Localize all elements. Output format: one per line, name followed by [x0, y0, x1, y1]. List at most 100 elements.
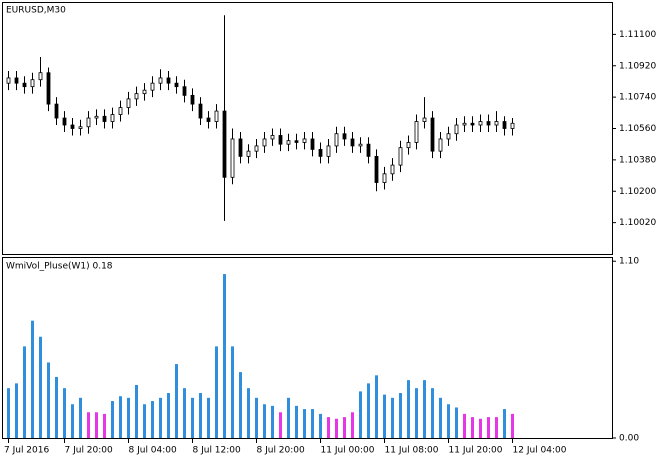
candle-body: [326, 145, 331, 157]
candle-body: [390, 164, 395, 175]
volume-bar: [191, 397, 194, 438]
volume-bar: [511, 413, 514, 438]
candle-body: [126, 98, 131, 108]
volume-bar: [407, 380, 410, 438]
volume-bar: [319, 413, 322, 438]
y-tick-label: 1.10020: [619, 218, 656, 228]
x-tick-label: 7 Jul 20:00: [65, 446, 114, 456]
candle-body: [382, 173, 387, 183]
x-tick-label: 7 Jul 2016: [4, 446, 49, 456]
y-tick-label: 1.10200: [619, 187, 656, 197]
x-tick-label: 12 Jul 04:00: [513, 446, 567, 456]
candle-body: [142, 89, 147, 95]
volume-bar: [367, 383, 370, 438]
volume-bar: [279, 412, 282, 438]
candle-body: [318, 149, 323, 157]
candle-body: [166, 77, 171, 84]
candle-body: [334, 133, 339, 147]
volume-bar: [47, 362, 50, 438]
price-panel: [2, 2, 613, 255]
candle-body: [54, 103, 59, 119]
volume-bar: [391, 397, 394, 438]
candle-body: [86, 117, 91, 128]
y-tick-label: 1.10740: [619, 93, 656, 103]
candle-body: [238, 138, 243, 157]
chart-title: EURUSD,M30: [6, 6, 66, 16]
candle-body: [302, 138, 307, 143]
candle-body: [430, 117, 435, 152]
y-tick-label: 1.10380: [619, 155, 656, 165]
x-tick-label: 11 Jul 08:00: [385, 446, 439, 456]
candle-body: [422, 117, 427, 122]
volume-bar: [103, 413, 106, 438]
candle-body: [366, 143, 371, 157]
candle-body: [22, 82, 27, 88]
candle-body: [158, 77, 163, 84]
candle-body: [262, 138, 267, 147]
candle-body: [494, 121, 499, 126]
volume-bar: [431, 388, 434, 438]
candle-body: [438, 138, 443, 152]
volume-bar: [151, 401, 154, 438]
volume-bar: [23, 346, 26, 438]
volume-bar: [359, 391, 362, 438]
candle-body: [94, 115, 99, 119]
candle-body: [446, 133, 451, 140]
volume-bar: [375, 375, 378, 438]
volume-bar: [447, 404, 450, 438]
volume-bar: [127, 397, 130, 438]
x-tick-label: 11 Jul 20:00: [449, 446, 503, 456]
candle-body: [350, 138, 355, 147]
x-tick-label: 8 Jul 12:00: [193, 446, 242, 456]
volume-bar: [335, 418, 338, 438]
volume-bar: [39, 336, 42, 438]
candle-body: [198, 103, 203, 119]
candle-body: [478, 121, 483, 126]
volume-bar: [263, 404, 266, 438]
candle-body: [222, 110, 227, 178]
candle-body: [254, 145, 259, 152]
indicator-panel: [2, 257, 613, 439]
candle-body: [270, 135, 275, 140]
candle-body: [14, 77, 19, 84]
volume-bar: [175, 364, 178, 438]
candle-body: [70, 124, 75, 129]
volume-bar: [63, 388, 66, 438]
candle-body: [118, 107, 123, 115]
candle-body: [190, 94, 195, 105]
volume-bar: [31, 320, 34, 438]
volume-bar: [7, 388, 10, 438]
candle-body: [294, 140, 299, 143]
y-tick-label: 1.10920: [619, 61, 656, 71]
candle-body: [46, 72, 51, 105]
candle-body: [38, 72, 43, 81]
y-tick-label: 1.10560: [619, 124, 656, 134]
candle-body: [502, 121, 507, 129]
volume-bar: [119, 396, 122, 438]
candle-body: [214, 110, 219, 122]
y-tick-label: 1.10: [619, 257, 639, 267]
volume-bar: [271, 405, 274, 438]
volume-bar: [247, 388, 250, 438]
volume-bar: [183, 388, 186, 438]
volume-bar: [215, 346, 218, 438]
volume-bar: [295, 405, 298, 438]
candle-body: [6, 77, 11, 84]
volume-bar: [351, 412, 354, 438]
x-tick-label: 8 Jul 04:00: [129, 446, 178, 456]
candle-body: [462, 122, 467, 126]
y-tick-label: 0.00: [619, 434, 639, 444]
volume-bar: [55, 376, 58, 438]
volume-bar: [439, 397, 442, 438]
volume-bar: [503, 409, 506, 438]
candle-body: [174, 82, 179, 88]
volume-bar: [239, 372, 242, 438]
volume-bar: [495, 417, 498, 438]
volume-bar: [167, 393, 170, 438]
volume-bar: [423, 380, 426, 438]
volume-bar: [79, 397, 82, 438]
volume-bar: [207, 397, 210, 438]
volume-bar: [199, 393, 202, 438]
x-tick-label: 11 Jul 00:00: [321, 446, 375, 456]
